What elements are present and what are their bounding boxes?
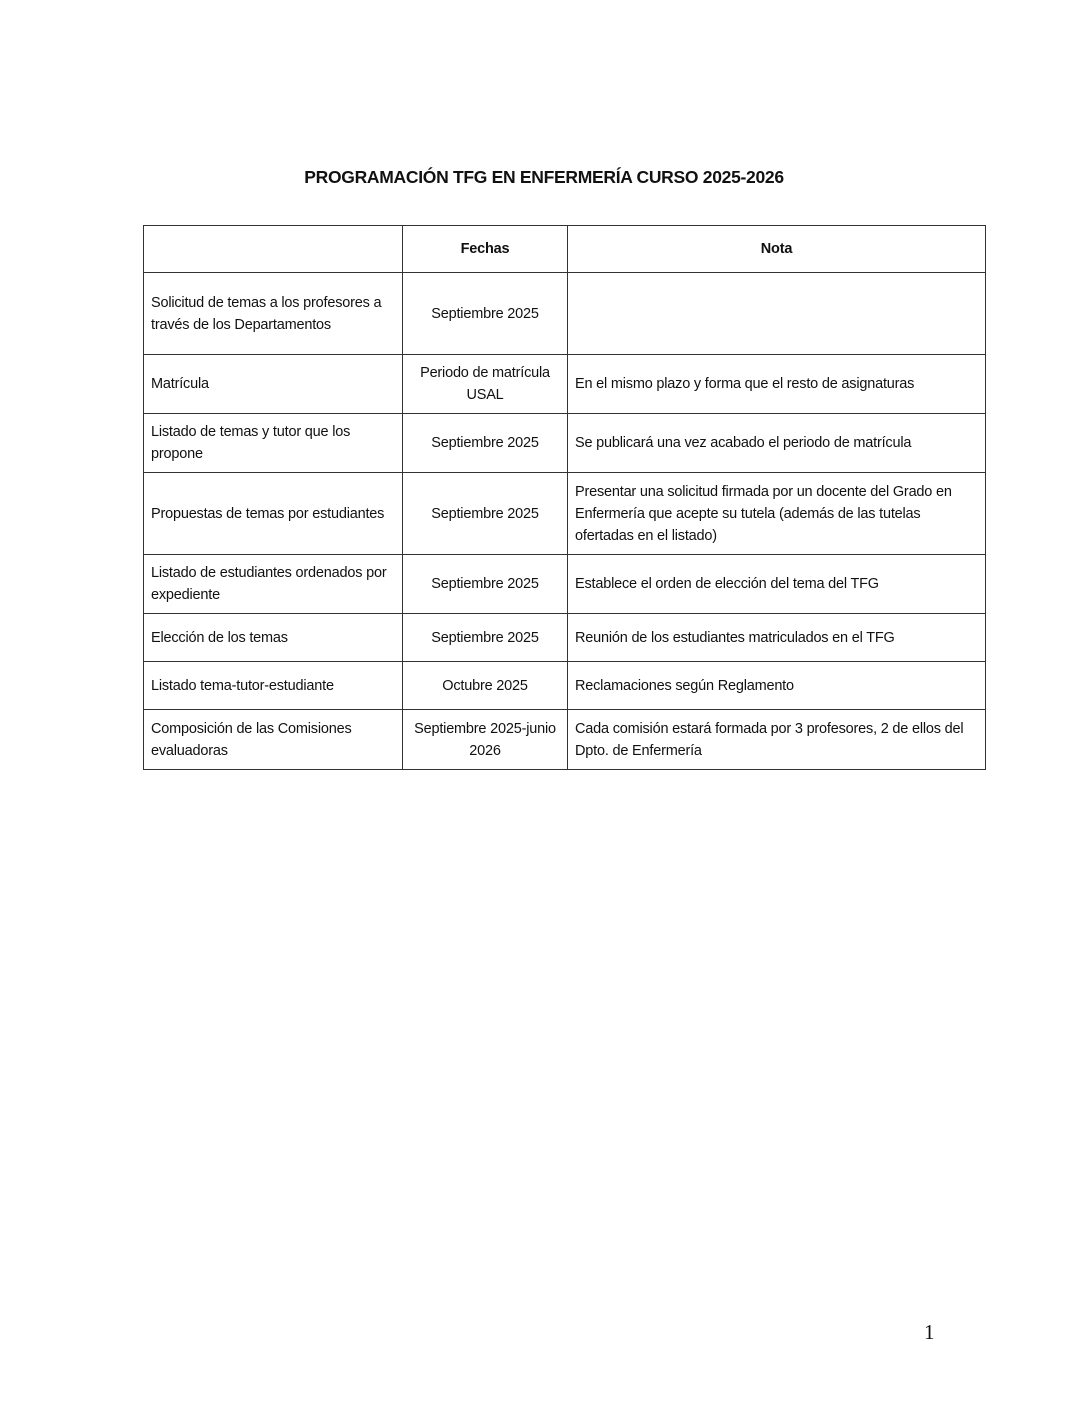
table-row: Matrícula Periodo de matrícula USAL En el …: [143, 354, 986, 414]
activity-cell: Propuestas de temas por estudiantes: [143, 472, 403, 555]
header-nota: Nota: [567, 225, 986, 273]
nota-cell: Se publicará una vez acabado el periodo …: [567, 413, 986, 473]
nota-cell: Establece el orden de elección del tema …: [567, 554, 986, 614]
table-row: Solicitud de temas a los profesores a tr…: [143, 272, 986, 355]
nota-cell: En el mismo plazo y forma que el resto d…: [567, 354, 986, 414]
page-number: 1: [924, 1320, 935, 1344]
activity-cell: Listado de estudiantes ordenados por exp…: [143, 554, 403, 614]
activity-cell: Solicitud de temas a los profesores a tr…: [143, 272, 403, 355]
fechas-cell: Septiembre 2025: [402, 472, 568, 555]
table-header-row: Fechas Nota: [143, 225, 986, 273]
document-title: PROGRAMACIÓN TFG EN ENFERMERÍA CURSO 202…: [304, 167, 784, 187]
fechas-cell: Septiembre 2025: [402, 413, 568, 473]
activity-cell: Listado tema-tutor-estudiante: [143, 661, 403, 710]
table-row: Listado de estudiantes ordenados por exp…: [143, 554, 986, 614]
table-row: Composición de las Comisiones evaluadora…: [143, 709, 986, 770]
fechas-cell: Septiembre 2025: [402, 613, 568, 662]
header-activity: [143, 225, 403, 273]
nota-cell: [567, 272, 986, 355]
activity-cell: Elección de los temas: [143, 613, 403, 662]
activity-cell: Listado de temas y tutor que los propone: [143, 413, 403, 473]
nota-cell: Reunión de los estudiantes matriculados …: [567, 613, 986, 662]
table-row: Propuestas de temas por estudiantes Septi…: [143, 472, 986, 555]
fechas-cell: Septiembre 2025: [402, 554, 568, 614]
fechas-cell: Septiembre 2025: [402, 272, 568, 355]
activity-cell: Composición de las Comisiones evaluadora…: [143, 709, 403, 770]
table-row: Listado de temas y tutor que los propone…: [143, 413, 986, 473]
table-row: Listado tema-tutor-estudiante Octubre 202…: [143, 661, 986, 710]
fechas-cell: Octubre 2025: [402, 661, 568, 710]
header-fechas: Fechas: [402, 225, 568, 273]
fechas-cell: Periodo de matrícula USAL: [402, 354, 568, 414]
schedule-table: Fechas Nota Solicitud de temas a los pro…: [143, 225, 986, 770]
fechas-cell: Septiembre 2025-junio 2026: [402, 709, 568, 770]
activity-cell: Matrícula: [143, 354, 403, 414]
table-row: Elección de los temas Septiembre 2025 Reun…: [143, 613, 986, 662]
nota-cell: Presentar una solicitud firmada por un d…: [567, 472, 986, 555]
nota-cell: Cada comisión estará formada por 3 profe…: [567, 709, 986, 770]
nota-cell: Reclamaciones según Reglamento: [567, 661, 986, 710]
